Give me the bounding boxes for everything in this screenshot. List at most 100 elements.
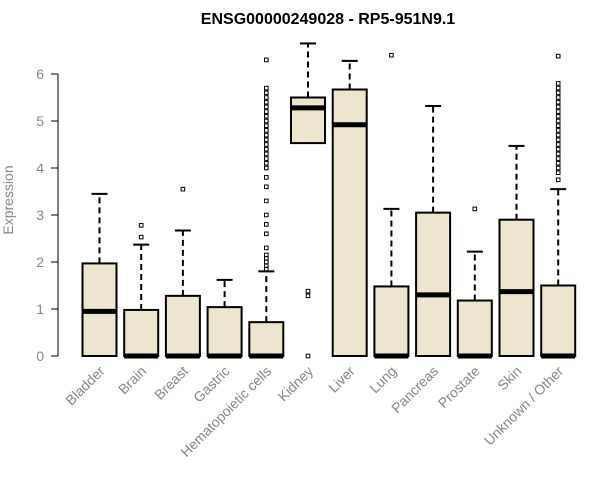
outlier-kidney-2 [305, 288, 311, 294]
outlier-hematopoietic-cells-7 [264, 222, 269, 227]
outlier-unknown-other-6 [555, 146, 561, 152]
box-bladder [81, 192, 118, 357]
outlier-unknown-other-11 [555, 123, 561, 129]
box-liver [331, 59, 368, 357]
outlier-unknown-other-7 [555, 142, 561, 147]
outlier-hematopoietic-cells-11 [264, 175, 269, 180]
outlier-hematopoietic-cells-13 [264, 161, 269, 166]
box-body-hematopoietic-cells [248, 321, 285, 358]
outlier-hematopoietic-cells-12 [264, 165, 269, 171]
box-body-breast [164, 294, 201, 357]
outlier-kidney-1 [305, 293, 311, 299]
x-label-breast: Breast [151, 363, 191, 403]
outlier-hematopoietic-cells-8 [264, 212, 269, 218]
box-body-liver [331, 88, 368, 357]
outlier-unknown-other-0 [555, 177, 561, 183]
y-tick-label-1: 1 [36, 301, 44, 317]
box-body-unknown-other [540, 284, 577, 357]
outlier-hematopoietic-cells-22 [264, 118, 269, 124]
box-brain [123, 223, 160, 359]
outlier-hematopoietic-cells-16 [264, 146, 269, 152]
box-unknown-other [540, 53, 577, 359]
outlier-kidney-0 [305, 353, 311, 359]
outlier-breast-0 [180, 186, 186, 192]
outlier-unknown-other-17 [555, 95, 561, 100]
x-label-brain: Brain [115, 363, 149, 397]
x-label-prostate: Prostate [435, 363, 483, 411]
x-label-kidney: Kidney [275, 363, 317, 405]
x-label-bladder: Bladder [62, 363, 108, 409]
outlier-hematopoietic-cells-17 [264, 142, 269, 147]
outlier-hematopoietic-cells-29 [264, 85, 269, 91]
y-axis-label: Expression [0, 165, 16, 234]
outlier-hematopoietic-cells-28 [264, 90, 269, 96]
outlier-hematopoietic-cells-25 [264, 104, 269, 110]
outlier-hematopoietic-cells-18 [264, 137, 269, 143]
outlier-hematopoietic-cells-23 [264, 114, 269, 119]
outlier-hematopoietic-cells-20 [264, 128, 269, 133]
x-label-liver: Liver [325, 363, 358, 396]
outlier-hematopoietic-cells-30 [264, 57, 269, 63]
x-label-skin: Skin [494, 363, 525, 394]
x-label-unknown-other: Unknown / Other [481, 363, 567, 449]
box-body-prostate [456, 299, 493, 358]
box-hematopoietic-cells [248, 57, 285, 359]
box-breast [164, 186, 201, 359]
box-gastric [206, 278, 243, 359]
outlier-hematopoietic-cells-21 [264, 123, 269, 129]
y-tick-label-6: 6 [36, 66, 44, 82]
box-body-brain [123, 308, 160, 358]
outlier-unknown-other-5 [555, 151, 561, 157]
boxes-group [81, 42, 577, 359]
y-tick-label-3: 3 [36, 207, 44, 223]
box-body-pancreas [415, 211, 452, 357]
x-label-lung: Lung [366, 363, 399, 396]
outlier-lung-0 [389, 52, 394, 58]
box-body-kidney [290, 96, 326, 145]
outlier-unknown-other-19 [555, 85, 561, 91]
outlier-unknown-other-3 [555, 161, 561, 166]
outlier-hematopoietic-cells-15 [264, 151, 269, 157]
outlier-unknown-other-14 [555, 109, 561, 114]
outlier-unknown-other-16 [555, 99, 561, 105]
outlier-hematopoietic-cells-9 [264, 198, 269, 204]
outlier-unknown-other-10 [555, 128, 561, 133]
outlier-hematopoietic-cells-6 [264, 231, 269, 237]
outlier-hematopoietic-cells-26 [264, 99, 269, 105]
outlier-hematopoietic-cells-4 [264, 252, 269, 258]
outlier-hematopoietic-cells-27 [264, 95, 269, 100]
box-body-gastric [206, 306, 243, 357]
outlier-unknown-other-8 [555, 137, 561, 143]
y-axis: 0 1 2 3 4 5 6 [36, 66, 59, 364]
outlier-unknown-other-20 [555, 81, 561, 86]
outlier-unknown-other-13 [555, 114, 561, 119]
outlier-unknown-other-4 [555, 156, 561, 161]
box-prostate [456, 206, 493, 359]
outlier-unknown-other-2 [555, 165, 561, 171]
outlier-brain-1 [138, 223, 144, 228]
outlier-hematopoietic-cells-24 [264, 109, 269, 114]
y-tick-label-0: 0 [36, 348, 44, 364]
box-body-skin [498, 218, 535, 357]
y-tick-label-4: 4 [36, 160, 44, 176]
outlier-hematopoietic-cells-2 [264, 259, 269, 265]
outlier-unknown-other-1 [555, 170, 561, 175]
y-tick-label-2: 2 [36, 254, 44, 270]
y-tick-label-5: 5 [36, 113, 44, 129]
outlier-hematopoietic-cells-5 [264, 245, 269, 251]
box-pancreas [415, 104, 452, 357]
outlier-unknown-other-18 [555, 90, 561, 96]
outlier-hematopoietic-cells-14 [264, 156, 269, 161]
outlier-unknown-other-15 [555, 104, 561, 110]
box-skin [498, 144, 535, 357]
outlier-unknown-other-9 [555, 132, 561, 138]
box-lung [373, 52, 410, 359]
outlier-unknown-other-12 [555, 118, 561, 124]
outlier-brain-0 [138, 234, 144, 240]
outlier-hematopoietic-cells-10 [264, 184, 269, 190]
chart-title: ENSG00000249028 - RP5-951N9.1 [201, 11, 455, 28]
box-kidney [290, 42, 326, 359]
box-body-lung [373, 285, 410, 357]
